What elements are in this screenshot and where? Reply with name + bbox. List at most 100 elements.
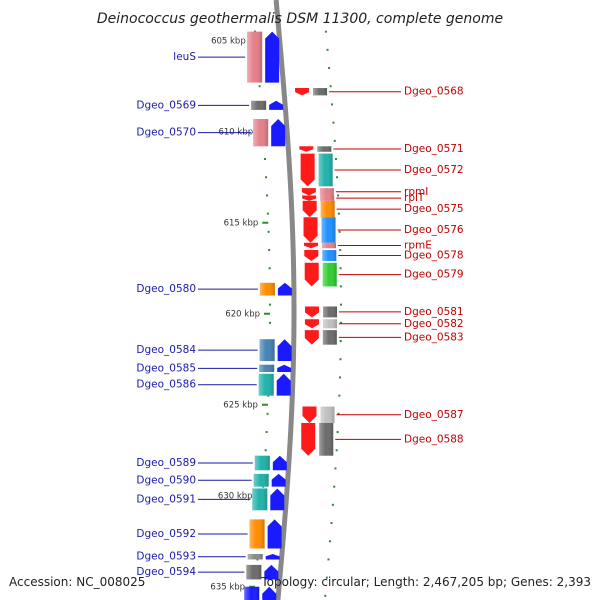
minor-tick-left <box>265 176 268 179</box>
forward-arrow-unlabeled-13[interactable] <box>262 586 277 600</box>
gene-label-dgeo-0576[interactable]: Dgeo_0576 <box>404 224 464 236</box>
gene-label-dgeo-0575[interactable]: Dgeo_0575 <box>404 203 464 215</box>
gene-label-rplt[interactable]: rplT <box>404 192 425 204</box>
gene-label-dgeo-0592[interactable]: Dgeo_0592 <box>136 528 196 540</box>
gene-box-shading <box>318 153 333 187</box>
gene-label-dgeo-0580[interactable]: Dgeo_0580 <box>136 283 196 295</box>
reverse-arrow-dgeo-0579[interactable] <box>304 262 319 287</box>
minor-tick-right <box>339 321 342 324</box>
minor-tick-right <box>337 212 340 215</box>
reverse-arrow-dgeo-0582[interactable] <box>304 319 319 329</box>
minor-tick-right <box>338 376 341 379</box>
forward-arrow-dgeo-0590[interactable] <box>271 473 286 487</box>
accession-text: Accession: NC_008025 <box>9 575 145 589</box>
forward-arrow-dgeo-0592[interactable] <box>267 519 282 549</box>
reverse-arrow-dgeo-0575[interactable] <box>302 200 317 218</box>
minor-tick-right <box>339 267 342 270</box>
minor-tick-left <box>268 267 271 270</box>
minor-tick-left <box>266 412 269 415</box>
gene-label-dgeo-0581[interactable]: Dgeo_0581 <box>404 306 464 318</box>
forward-arrow-leus[interactable] <box>265 31 280 83</box>
gene-box-shading <box>251 100 267 110</box>
gene-box-shading <box>321 217 336 243</box>
forward-arrow-dgeo-0584[interactable] <box>277 339 292 362</box>
gene-box-shading <box>253 119 269 147</box>
minor-tick-right <box>324 30 327 33</box>
gene-box-shading <box>244 586 260 600</box>
minor-tick-right <box>333 485 336 488</box>
label-layer: leuS Dgeo_0569 Dgeo_0570 Dgeo_0580 Dgeo_0584… <box>136 51 464 578</box>
forward-arrow-dgeo-0570[interactable] <box>271 119 286 147</box>
minor-tick-right <box>339 303 342 306</box>
forward-arrow-dgeo-0591[interactable] <box>270 488 285 511</box>
minor-tick-right <box>335 449 338 452</box>
gene-box-shading <box>322 306 337 318</box>
gene-label-dgeo-0589[interactable]: Dgeo_0589 <box>136 457 196 469</box>
forward-arrow-dgeo-0569[interactable] <box>269 100 284 110</box>
reverse-arrow-dgeo-0578[interactable] <box>304 250 319 261</box>
reverse-arrow-dgeo-0588[interactable] <box>301 422 316 456</box>
forward-arrow-dgeo-0594[interactable] <box>264 564 279 580</box>
gene-label-dgeo-0568[interactable]: Dgeo_0568 <box>404 86 464 98</box>
minor-tick-right <box>326 48 329 51</box>
genome-backbone <box>273 0 297 600</box>
reverse-arrow-dgeo-0576[interactable] <box>303 217 318 243</box>
reverse-arrow-rplt[interactable] <box>302 195 317 201</box>
gene-label-dgeo-0583[interactable]: Dgeo_0583 <box>404 331 464 343</box>
gene-label-dgeo-0584[interactable]: Dgeo_0584 <box>136 344 196 356</box>
gene-box-shading <box>322 250 337 261</box>
gene-label-dgeo-0572[interactable]: Dgeo_0572 <box>404 164 464 176</box>
minor-tick-right <box>324 594 327 597</box>
gene-label-dgeo-0571[interactable]: Dgeo_0571 <box>404 143 464 155</box>
minor-tick-right <box>339 285 342 288</box>
gene-label-dgeo-0591[interactable]: Dgeo_0591 <box>136 493 196 505</box>
minor-tick-left <box>263 158 266 161</box>
gene-label-rpme[interactable]: rpmE <box>404 239 432 251</box>
gene-label-dgeo-0570[interactable]: Dgeo_0570 <box>136 127 196 139</box>
gene-label-dgeo-0593[interactable]: Dgeo_0593 <box>136 551 196 563</box>
kbp-tick <box>261 403 268 406</box>
kbp-tick-label: 620 kbp <box>225 310 260 320</box>
gene-box-shading <box>317 146 332 152</box>
gene-box-shading <box>252 488 268 511</box>
forward-arrow-dgeo-0589[interactable] <box>272 455 287 471</box>
minor-tick-right <box>339 249 342 252</box>
minor-tick-right <box>337 194 340 197</box>
map-title: Deinococcus geothermalis DSM 11300, comp… <box>97 11 503 27</box>
reverse-arrow-dgeo-0572[interactable] <box>300 153 315 187</box>
gene-label-dgeo-0594[interactable]: Dgeo_0594 <box>136 566 196 578</box>
minor-tick-left <box>258 85 261 88</box>
minor-tick-right <box>334 158 337 161</box>
gene-box-shading <box>247 553 263 560</box>
reverse-arrow-dgeo-0587[interactable] <box>302 406 317 423</box>
gene-label-rpmi[interactable]: rpmI <box>404 186 428 198</box>
gene-label-leus[interactable]: leuS <box>173 51 196 63</box>
reverse-arrow-rpme[interactable] <box>304 242 319 249</box>
kbp-tick-label: 630 kbp <box>218 492 253 502</box>
minor-tick-right <box>339 358 342 361</box>
forward-arrow-dgeo-0586[interactable] <box>276 373 291 396</box>
reverse-arrow-dgeo-0571[interactable] <box>299 146 314 152</box>
gene-label-dgeo-0582[interactable]: Dgeo_0582 <box>404 318 464 330</box>
forward-arrow-dgeo-0593[interactable] <box>265 553 280 560</box>
gene-label-dgeo-0578[interactable]: Dgeo_0578 <box>404 250 464 262</box>
gene-label-dgeo-0590[interactable]: Dgeo_0590 <box>136 474 196 486</box>
gene-label-dgeo-0586[interactable]: Dgeo_0586 <box>136 379 196 391</box>
reverse-arrow-dgeo-0568[interactable] <box>295 88 310 96</box>
minor-tick-right <box>336 176 339 179</box>
gene-label-dgeo-0569[interactable]: Dgeo_0569 <box>136 99 196 111</box>
gene-box-shading <box>322 262 337 287</box>
gene-label-dgeo-0587[interactable]: Dgeo_0587 <box>404 409 464 421</box>
forward-arrow-dgeo-0580[interactable] <box>277 282 292 296</box>
reverse-arrow-dgeo-0581[interactable] <box>304 306 319 318</box>
reverse-arrow-dgeo-0583[interactable] <box>304 330 319 345</box>
reverse-arrow-rpmi[interactable] <box>301 188 316 196</box>
kbp-tick <box>263 312 270 315</box>
gene-label-dgeo-0585[interactable]: Dgeo_0585 <box>136 362 196 374</box>
gene-box-shading <box>320 406 335 423</box>
gene-box-shading <box>322 330 337 345</box>
forward-arrow-dgeo-0585[interactable] <box>277 364 292 372</box>
gene-label-dgeo-0588[interactable]: Dgeo_0588 <box>404 433 464 445</box>
gene-label-dgeo-0579[interactable]: Dgeo_0579 <box>404 269 464 281</box>
